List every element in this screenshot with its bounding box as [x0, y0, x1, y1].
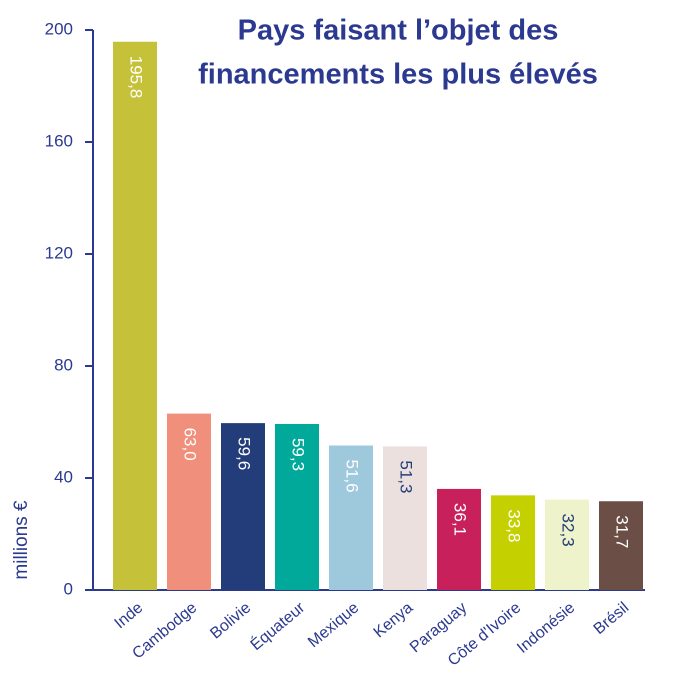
bar: [113, 41, 157, 590]
bar: [221, 423, 265, 590]
y-tick-label: 0: [64, 579, 73, 598]
x-tick-label: Bolivie: [207, 599, 254, 642]
chart-title: Pays faisant l’objet des: [238, 15, 559, 47]
y-tick-label: 200: [45, 19, 73, 38]
bar: [437, 488, 481, 590]
bar: [491, 495, 535, 590]
value-label: 31,7: [613, 515, 632, 548]
x-tick-label: Indonésie: [514, 599, 578, 657]
value-label: 36,1: [451, 503, 470, 536]
chart-title: financements les plus élevés: [198, 59, 598, 91]
value-label: 33,8: [505, 509, 524, 542]
x-tick-label: Kenya: [371, 599, 417, 641]
value-label: 51,6: [343, 460, 362, 493]
y-tick-label: 120: [45, 243, 73, 262]
bar: [599, 501, 643, 590]
x-tick-label: Mexique: [305, 599, 362, 651]
bar: [329, 445, 373, 590]
bar: [167, 413, 211, 590]
value-label: 59,3: [289, 438, 308, 471]
y-tick-label: 80: [54, 355, 73, 374]
y-tick-label: 40: [54, 467, 73, 486]
y-tick-label: 160: [45, 131, 73, 150]
value-label: 59,6: [235, 437, 254, 470]
bar: [383, 446, 427, 590]
bar: [275, 423, 319, 590]
value-label: 51,3: [397, 460, 416, 493]
x-tick-label: Équateur: [246, 597, 308, 654]
x-tick-label: Inde: [112, 599, 147, 632]
value-label: 32,3: [559, 514, 578, 547]
y-axis-label: millions €: [11, 500, 32, 580]
x-tick-label: Brésil: [591, 599, 633, 638]
value-label: 63,0: [181, 428, 200, 461]
value-label: 195,8: [127, 56, 146, 99]
bar: [545, 499, 589, 590]
